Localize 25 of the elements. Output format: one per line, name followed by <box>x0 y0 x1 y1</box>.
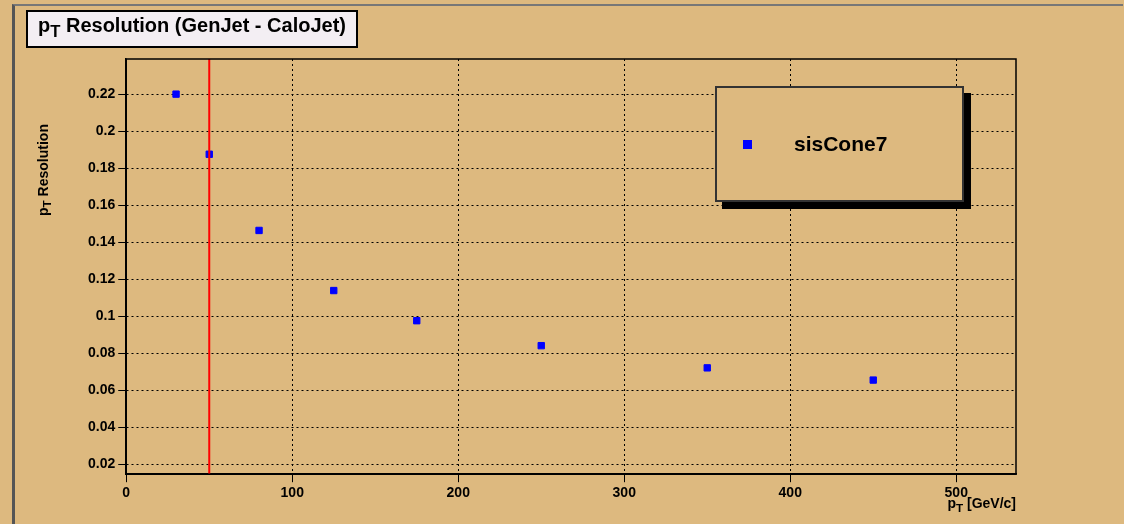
point <box>869 376 877 384</box>
y-tick-label: 0.12 <box>88 269 116 286</box>
chart-title: p$_{T}$ Resolution (GenJet - CaloJet) <box>26 10 358 48</box>
y-tick-label: 0.02 <box>88 454 116 471</box>
x-tick-label: 300 <box>612 484 637 501</box>
x-tick-label: 0 <box>122 484 131 501</box>
point <box>330 286 338 295</box>
point <box>703 364 711 372</box>
legend-label: sisCone7 <box>794 132 888 156</box>
y-tick-label: 0.16 <box>88 195 116 212</box>
y-tick-label: 0.04 <box>88 417 116 434</box>
y-tick-label: 0.06 <box>88 380 116 397</box>
y-tick-label: 0.2 <box>95 121 116 138</box>
point <box>255 226 263 235</box>
y-tick-label: 0.08 <box>88 343 116 360</box>
x-tick-label: 400 <box>778 484 803 501</box>
x-tick-label: 200 <box>446 484 471 501</box>
y-tick-label: 0.18 <box>88 158 116 175</box>
point <box>537 341 545 350</box>
y-tick-label: 0.14 <box>88 232 116 249</box>
x-tick-label: 100 <box>280 484 305 501</box>
point <box>413 317 421 325</box>
point <box>172 90 180 98</box>
y-tick-label: 0.1 <box>95 306 116 323</box>
y-tick-label: 0.22 <box>88 85 116 101</box>
